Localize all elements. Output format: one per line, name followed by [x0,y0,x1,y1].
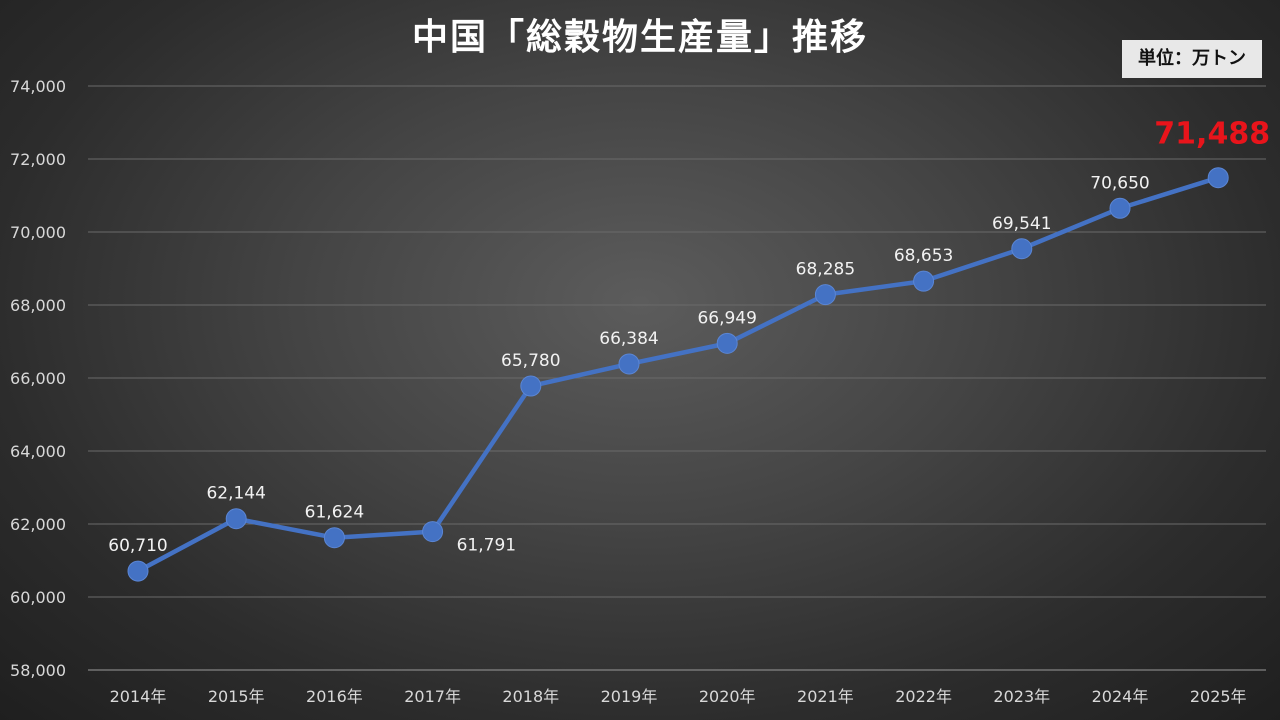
data-point [716,332,738,354]
gridlines [88,85,1266,671]
series-line-path [135,175,1221,574]
x-tick-label: 2014年 [110,687,167,706]
y-axis-tick-labels: 58,000 60,000 62,000 64,000 66,000 68,000 70,0… [10,77,66,680]
data-label: 69,541 [992,214,1051,234]
chart-title: 中国「総穀物生産量」推移 [411,17,868,58]
y-tick-label: 66,000 [10,369,66,388]
data-labels: 60,710 62,144 61,624 61,791 65,780 66,384 66,9… [108,117,1270,556]
x-tick-label: 2020年 [699,687,756,706]
data-point [618,353,640,375]
data-point [913,270,935,292]
data-point [1011,238,1033,260]
x-tick-label: 2023年 [993,687,1050,706]
data-label-highlight: 71,488 [1154,117,1270,152]
x-axis-tick-labels: 2014年 2015年 2016年 2017年 2018年 2019年 2020年 2021年… [110,687,1247,706]
series-line [135,175,1221,574]
data-point [520,375,542,397]
y-tick-label: 68,000 [10,296,66,315]
data-label: 61,624 [305,503,364,523]
data-label: 62,144 [206,484,265,504]
y-tick-label: 62,000 [10,515,66,534]
data-point [814,284,836,306]
data-point [1207,167,1229,189]
x-tick-label: 2016年 [306,687,363,706]
x-tick-label: 2015年 [208,687,265,706]
x-tick-label: 2022年 [895,687,952,706]
data-label: 61,791 [457,536,516,556]
unit-label: 単位：万トン [1122,40,1262,78]
y-tick-label: 74,000 [10,77,66,96]
y-tick-label: 58,000 [10,661,66,680]
data-label: 66,384 [599,329,658,349]
data-point [225,508,247,530]
data-label: 68,653 [894,246,953,266]
data-point [422,521,444,543]
data-label: 65,780 [501,351,560,371]
data-point [1109,197,1131,219]
y-tick-label: 60,000 [10,588,66,607]
x-tick-label: 2017年 [404,687,461,706]
x-tick-label: 2025年 [1190,687,1247,706]
data-point [323,527,345,549]
data-label: 70,650 [1090,173,1149,193]
data-label: 60,710 [108,536,167,556]
y-tick-label: 64,000 [10,442,66,461]
x-tick-label: 2018年 [502,687,559,706]
data-point [127,560,149,582]
y-tick-label: 70,000 [10,223,66,242]
data-label: 68,285 [796,260,855,280]
y-tick-label: 72,000 [10,150,66,169]
data-label: 66,949 [697,308,756,328]
series-points [127,167,1229,582]
x-tick-label: 2021年 [797,687,854,706]
x-tick-label: 2019年 [601,687,658,706]
x-tick-label: 2024年 [1092,687,1149,706]
